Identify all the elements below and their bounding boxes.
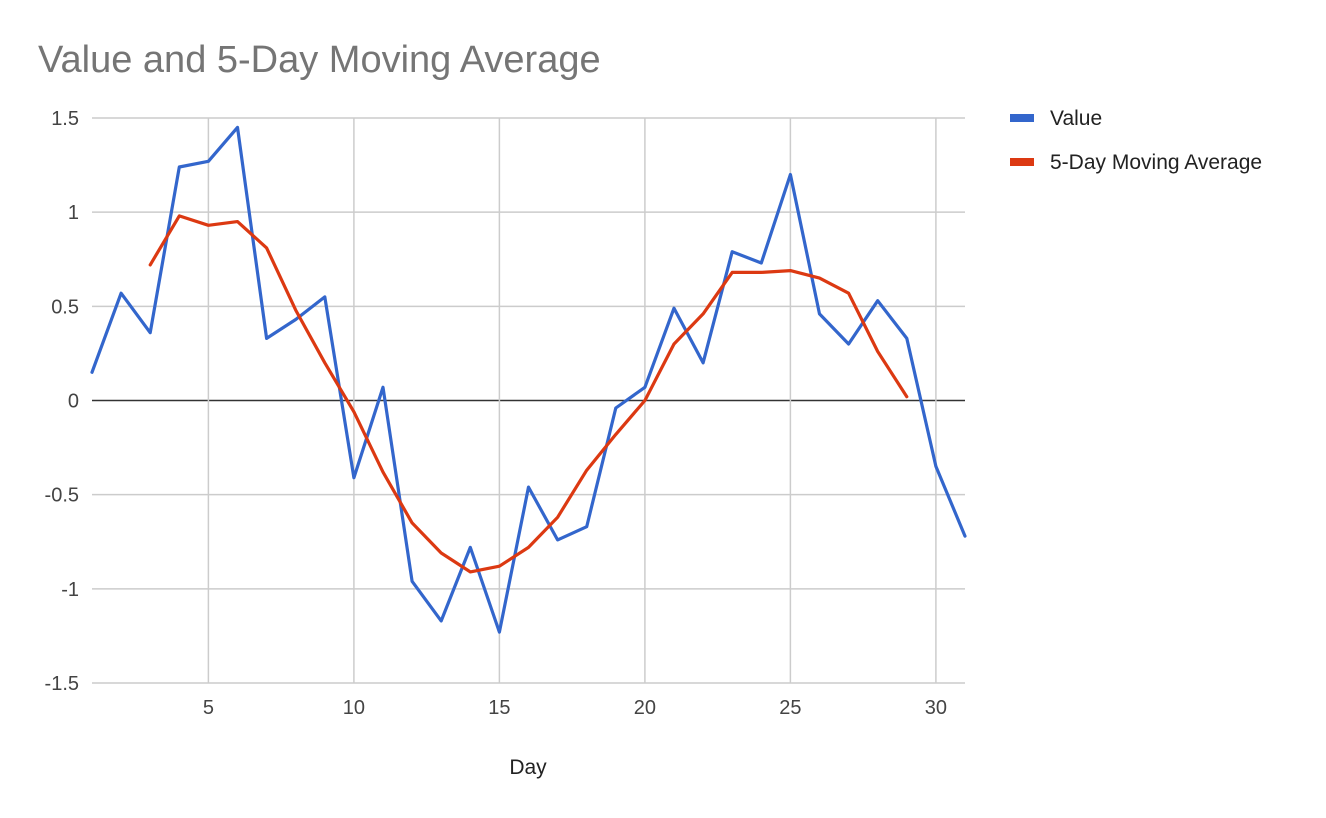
legend-label: Value [1050, 107, 1102, 130]
legend-item-moving-average[interactable]: 5-Day Moving Average [1010, 151, 1262, 174]
y-tick-label: -1 [61, 579, 79, 601]
x-axis-label: Day [509, 756, 547, 779]
x-tick-label: 15 [488, 697, 510, 719]
y-tick-label: 0.5 [51, 296, 79, 318]
y-axis-tick-labels: 1.5 1 0.5 0 -0.5 -1 -1.5 [45, 108, 79, 695]
y-tick-label: 1.5 [51, 108, 79, 130]
legend-label: 5-Day Moving Average [1050, 151, 1262, 174]
chart-title: Value and 5-Day Moving Average [38, 39, 601, 81]
x-tick-label: 25 [779, 697, 801, 719]
y-tick-label: -0.5 [45, 485, 79, 507]
y-tick-label: 0 [68, 391, 79, 413]
x-tick-label: 5 [203, 697, 214, 719]
x-tick-label: 10 [343, 697, 365, 719]
y-tick-label: 1 [68, 202, 79, 224]
legend-swatch [1010, 158, 1034, 166]
legend-item-value[interactable]: Value [1010, 107, 1102, 130]
legend[interactable]: Value 5-Day Moving Average [1010, 107, 1262, 174]
series-line-moving-average[interactable] [148, 214, 909, 574]
gridlines [92, 117, 965, 684]
x-axis-tick-labels: 5 10 15 20 25 30 [203, 697, 947, 719]
y-tick-label: -1.5 [45, 673, 79, 695]
x-tick-label: 30 [925, 697, 947, 719]
legend-swatch [1010, 114, 1034, 122]
series-line-value[interactable] [90, 125, 967, 634]
series-lines [90, 125, 967, 634]
x-tick-label: 20 [634, 697, 656, 719]
